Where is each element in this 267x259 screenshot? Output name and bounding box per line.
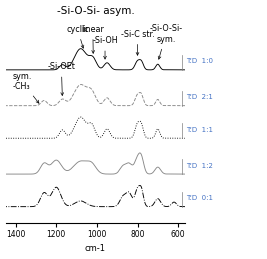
- Text: T:D  0:1: T:D 0:1: [186, 195, 213, 201]
- X-axis label: cm-1: cm-1: [85, 244, 106, 254]
- Text: sym.
-CH₃: sym. -CH₃: [12, 72, 39, 103]
- Text: T:D  1:2: T:D 1:2: [186, 163, 213, 169]
- Text: cyclic: cyclic: [66, 25, 89, 48]
- Text: -Si-O-Si-
sym.: -Si-O-Si- sym.: [149, 24, 182, 59]
- Title: -Si-O-Si- asym.: -Si-O-Si- asym.: [57, 5, 134, 16]
- Text: T:D  2:1: T:D 2:1: [186, 94, 213, 100]
- Text: linear: linear: [81, 25, 104, 53]
- Text: T:D  1:1: T:D 1:1: [186, 127, 213, 133]
- Text: -Si-C str.: -Si-C str.: [121, 30, 154, 55]
- Text: T:D  1:0: T:D 1:0: [186, 58, 213, 64]
- Text: -Si-OEt: -Si-OEt: [48, 62, 75, 96]
- Text: -Si-OH: -Si-OH: [92, 37, 118, 59]
